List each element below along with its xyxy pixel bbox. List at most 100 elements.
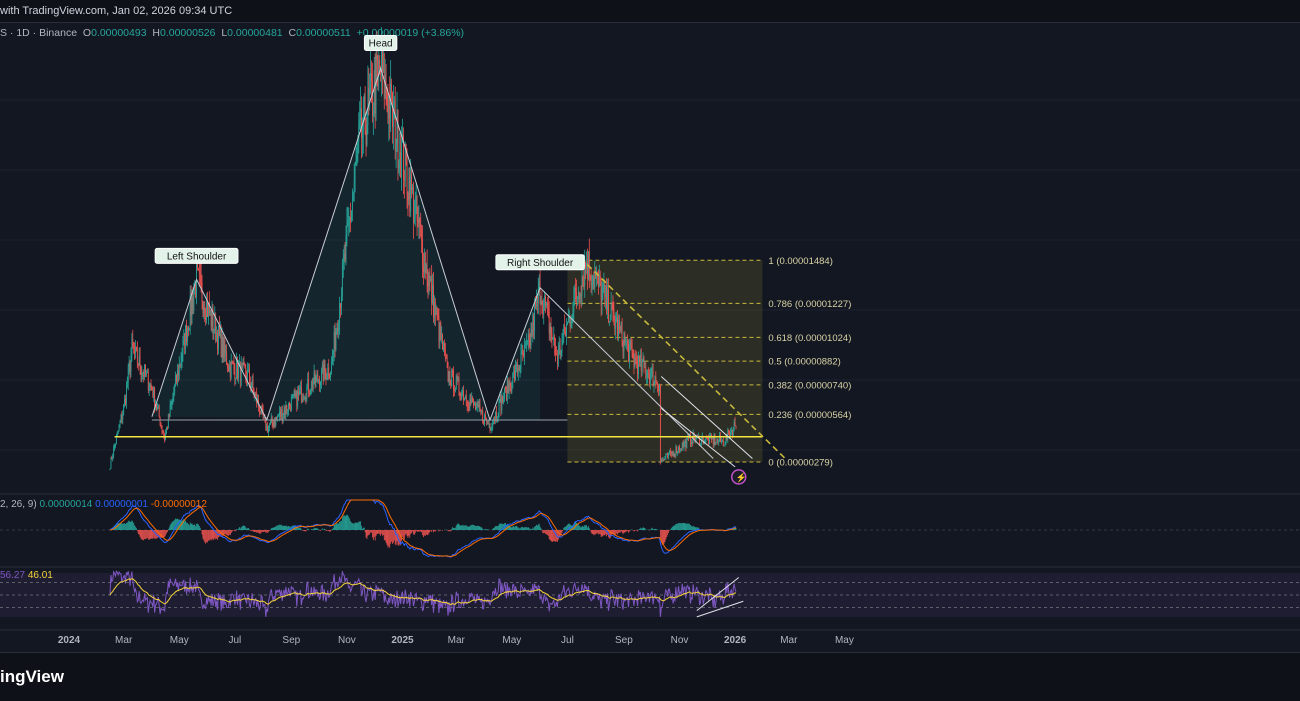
macd-bar xyxy=(497,526,498,530)
macd-bar xyxy=(249,529,250,530)
macd-bar xyxy=(643,527,644,530)
candle-body xyxy=(578,292,579,297)
candle-body xyxy=(325,364,326,372)
candle-body xyxy=(682,443,683,450)
candle-body xyxy=(330,372,331,377)
candle-body xyxy=(639,356,640,362)
candle-body xyxy=(524,345,525,356)
lightning-icon: ⚡ xyxy=(736,471,747,483)
candle-body xyxy=(332,358,333,363)
macd-bar xyxy=(306,530,307,531)
candle-body xyxy=(510,383,511,385)
candle-body xyxy=(574,288,575,299)
candle-body xyxy=(674,454,675,457)
candle-body xyxy=(211,310,212,326)
candle-body xyxy=(611,302,612,317)
candle-body xyxy=(648,373,649,374)
candle-body xyxy=(129,362,130,366)
candle-body xyxy=(302,399,303,402)
macd-bar xyxy=(345,516,346,530)
candle-body xyxy=(679,447,680,451)
candle-body xyxy=(429,276,430,286)
macd-bar xyxy=(311,529,312,530)
macd-bar xyxy=(131,520,132,530)
macd-bar xyxy=(550,530,551,540)
candle-body xyxy=(253,380,254,389)
macd-bar xyxy=(264,530,265,532)
macd-bar xyxy=(225,530,226,534)
macd-bar xyxy=(322,528,323,530)
macd-bar xyxy=(350,521,351,530)
macd-bar xyxy=(512,526,513,530)
macd-bar xyxy=(366,530,367,537)
macd-bar xyxy=(388,530,389,546)
candle-body xyxy=(343,261,344,263)
macd-bar xyxy=(426,530,427,535)
candle-body xyxy=(273,423,274,426)
macd-bar xyxy=(344,515,345,530)
macd-bar xyxy=(680,523,681,530)
macd-bar xyxy=(408,530,409,536)
candle-body xyxy=(634,357,635,366)
candle-body xyxy=(355,165,356,181)
candle-body xyxy=(425,253,426,273)
candle-body xyxy=(692,443,693,444)
candle-body xyxy=(111,458,112,459)
candle-body xyxy=(527,342,528,343)
candle-body xyxy=(705,441,706,442)
macd-bar xyxy=(527,528,528,530)
macd-bar xyxy=(428,530,429,535)
macd-bar xyxy=(475,526,476,530)
candle-body xyxy=(546,303,547,306)
candle-body xyxy=(136,347,137,349)
candle-body xyxy=(119,425,120,431)
candle-body xyxy=(176,375,177,381)
macd-bar xyxy=(300,528,301,530)
macd-bar xyxy=(684,523,685,530)
candle-body xyxy=(305,398,306,399)
candle-body xyxy=(511,387,512,392)
candle-body xyxy=(554,337,555,347)
macd-bar xyxy=(511,528,512,530)
macd-bar xyxy=(171,524,172,530)
candle-body xyxy=(282,410,283,420)
macd-bar xyxy=(128,521,129,530)
macd-bar xyxy=(389,530,390,548)
price-chart[interactable]: 1 (0.00001484)0.786 (0.00001227)0.618 (0… xyxy=(0,22,1300,674)
macd-bar xyxy=(683,523,684,530)
candle-body xyxy=(490,429,491,430)
candle-body xyxy=(442,335,443,350)
macd-bar xyxy=(416,530,417,531)
macd-bar xyxy=(522,527,523,530)
macd-bar xyxy=(244,526,245,530)
candle-body xyxy=(345,254,346,260)
macd-bar xyxy=(655,529,656,530)
candle-body xyxy=(512,373,513,387)
candle-body xyxy=(616,317,617,322)
macd-bar xyxy=(235,530,236,531)
candle-body xyxy=(710,435,711,436)
candle-body xyxy=(472,398,473,400)
candle-body xyxy=(378,60,379,68)
time-tick: May xyxy=(835,635,854,646)
candle-body xyxy=(120,422,121,425)
macd-bar xyxy=(526,527,527,530)
macd-bar xyxy=(654,529,655,530)
macd-bar xyxy=(675,525,676,530)
fib-label-0: 0 (0.00000279) xyxy=(768,458,832,469)
candle-body xyxy=(660,386,661,463)
candle-body xyxy=(315,372,316,383)
macd-bar xyxy=(266,530,267,533)
candle-body xyxy=(585,262,586,268)
candle-body xyxy=(670,451,671,453)
macd-bar xyxy=(589,528,590,530)
candle-body xyxy=(128,367,129,383)
candle-body xyxy=(439,323,440,342)
candle-body xyxy=(318,380,319,381)
candle-body xyxy=(549,312,550,334)
macd-bar xyxy=(241,527,242,530)
tradingview-logo[interactable]: ingView xyxy=(0,667,64,687)
candle-body xyxy=(419,219,420,223)
candle-body xyxy=(664,460,665,461)
candle-body xyxy=(480,410,481,413)
